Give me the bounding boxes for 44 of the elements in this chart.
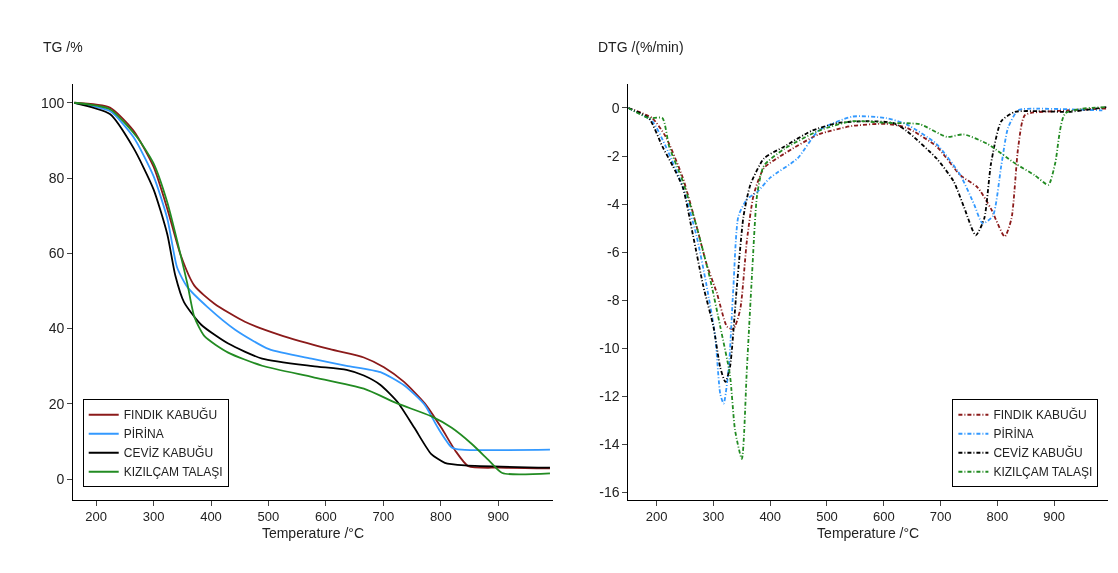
- y-tick-label: -12: [599, 388, 620, 405]
- x-tick-label: 500: [257, 509, 280, 525]
- x-tick-label: 400: [759, 509, 782, 525]
- x-tick-label: 600: [315, 509, 337, 525]
- x-tick-label: 600: [872, 509, 895, 525]
- legend-label: FINDIK KABUĞU: [123, 407, 218, 423]
- x-tick-label: 700: [372, 509, 395, 525]
- x-axis-title: Temperature /°C: [261, 524, 365, 541]
- y-tick-label: 0: [56, 470, 65, 487]
- y-tick-label: -14: [599, 436, 620, 453]
- line-series: [628, 106, 1108, 460]
- x-axis-title: Temperature /°C: [817, 524, 920, 541]
- y-tick-label: 80: [48, 169, 65, 186]
- x-tick-label: 200: [645, 509, 668, 525]
- y-tick-label: -2: [607, 147, 620, 164]
- x-tick-label: 900: [487, 509, 510, 525]
- y-tick-label: 20: [48, 395, 65, 412]
- legend-label: CEVİZ KABUĞU: [123, 445, 214, 461]
- x-tick-label: 700: [929, 509, 952, 525]
- y-tick-label: -10: [599, 340, 620, 357]
- legend-label: PİRİNA: [993, 427, 1034, 442]
- y-tick-label: 60: [48, 245, 65, 262]
- legend-label: PİRİNA: [123, 427, 164, 442]
- y-tick-label: -8: [607, 292, 620, 309]
- x-tick-label: 500: [816, 509, 838, 525]
- legend-label: FINDIK KABUĞU: [993, 407, 1087, 423]
- x-tick-label: 900: [1043, 509, 1065, 525]
- x-tick-label: 300: [702, 509, 725, 525]
- y-tick-label: 40: [48, 320, 65, 337]
- y-tick-label: -4: [607, 196, 620, 213]
- y-axis-title: TG /%: [43, 39, 83, 55]
- legend-label: KIZILÇAM TALAŞI: [993, 465, 1093, 480]
- x-tick-label: 200: [85, 509, 107, 525]
- x-tick-label: 800: [986, 509, 1009, 525]
- x-tick-label: 300: [142, 509, 165, 525]
- legend-label: KIZILÇAM TALAŞI: [123, 465, 223, 480]
- x-tick-label: 800: [429, 509, 452, 525]
- y-tick-label: -16: [599, 484, 620, 501]
- y-tick-label: 100: [40, 94, 65, 111]
- legend-label: CEVİZ KABUĞU: [993, 445, 1083, 461]
- y-axis-title: DTG /(%/min): [598, 39, 684, 55]
- y-tick-label: 0: [611, 99, 620, 116]
- y-tick-label: -6: [607, 244, 620, 261]
- x-tick-label: 400: [200, 509, 222, 525]
